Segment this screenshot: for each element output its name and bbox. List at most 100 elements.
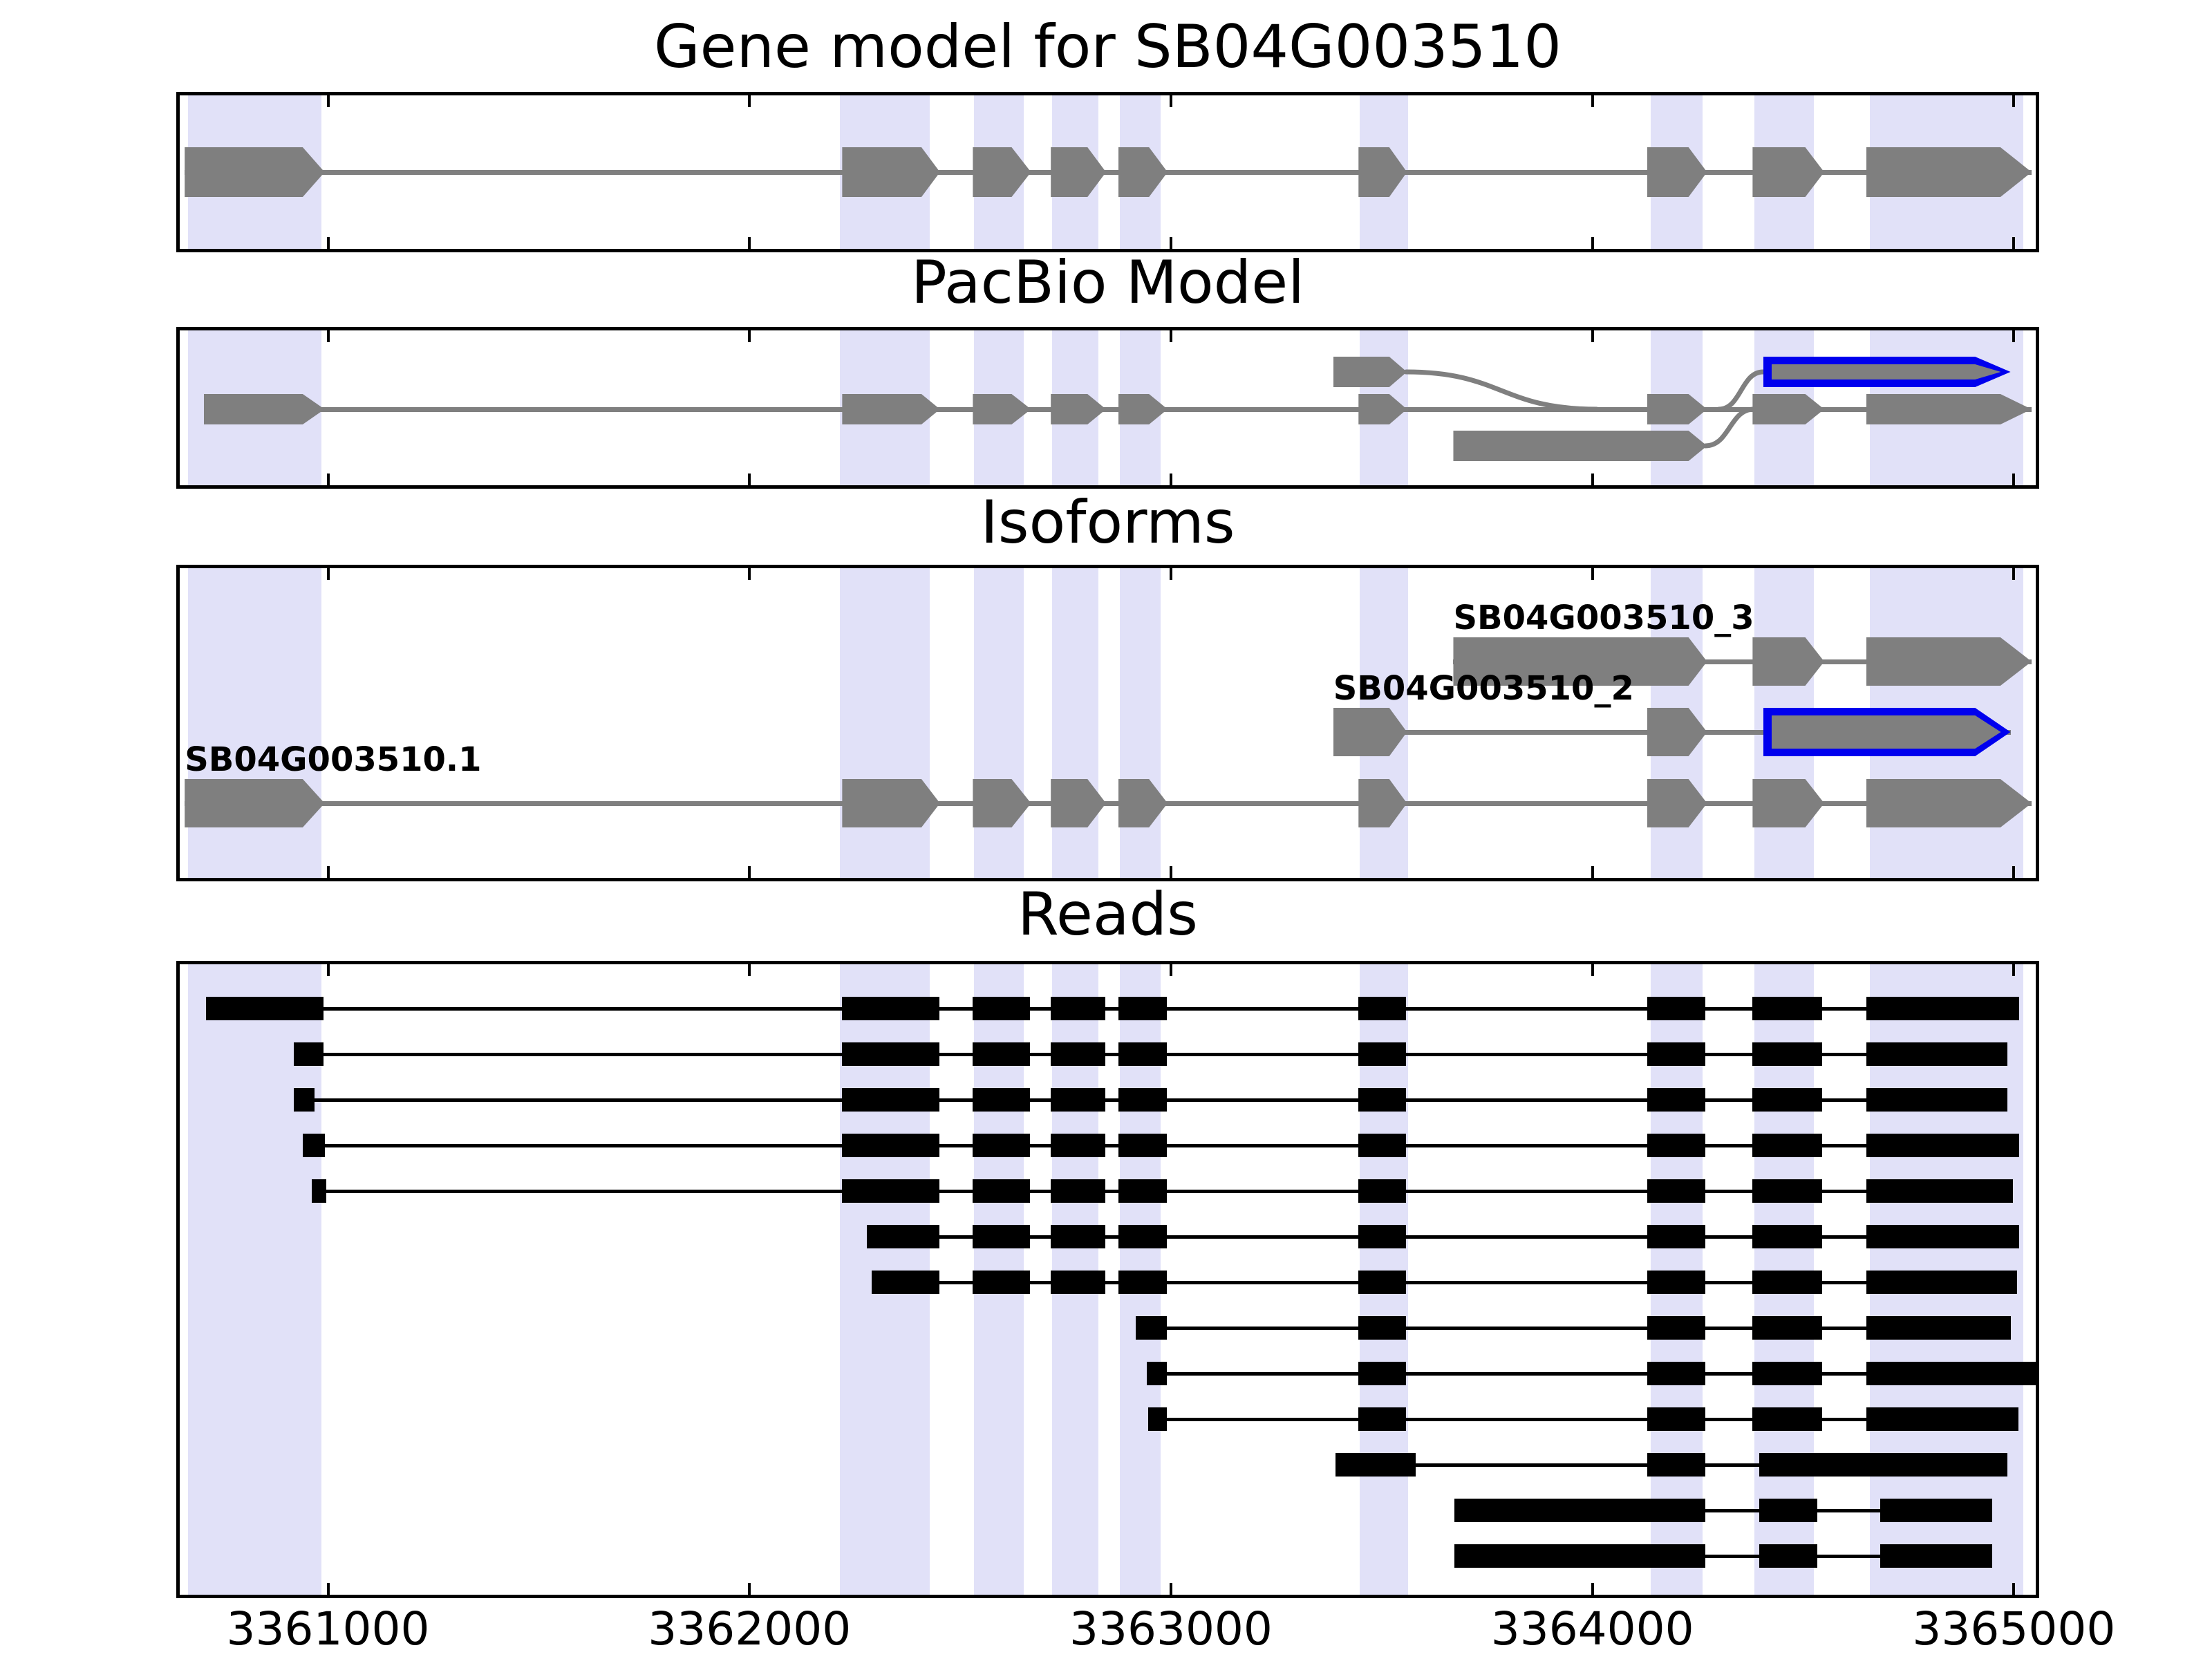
tick-mark [2012,1583,2016,1598]
read-exon [1759,1453,2008,1477]
tick-mark [1591,866,1594,881]
read-line [1454,1508,1992,1512]
read-exon [1146,1362,1167,1385]
read-exon [1358,1179,1407,1203]
read-exon [973,1179,1030,1203]
read-exon [1358,1134,1407,1157]
read-exon [1118,1042,1167,1066]
highlight-band [840,565,930,881]
read-exon [1335,1453,1416,1477]
read-exon [1752,1042,1822,1066]
exon-blue-inner [1771,364,2001,379]
tick-mark [748,237,751,252]
read-exon [1051,1225,1106,1248]
read-exon [1118,997,1167,1020]
read-exon [1880,1544,1992,1568]
read-exon [1866,1271,2017,1294]
exon-blue-inner [1771,715,2001,749]
read-exon [1647,1042,1706,1066]
read-exon [1752,997,1822,1020]
tick-mark [748,92,751,107]
read-exon [1358,1316,1407,1340]
tick-mark [748,866,751,881]
read-exon [1135,1316,1167,1340]
read-line [1454,1554,1992,1558]
read-exon [1358,1225,1407,1248]
read-exon [1866,1316,2012,1340]
read-exon [312,1179,327,1203]
read-exon [1454,1544,1706,1568]
tick-mark [326,961,330,976]
tick-mark [1169,92,1172,107]
read-exon [1752,1088,1822,1112]
tick-mark [1591,565,1594,580]
read-exon [1647,1134,1706,1157]
intron-line [203,407,2032,412]
read-exon [1051,1042,1106,1066]
read-exon [1866,997,2019,1020]
read-exon [1752,1179,1822,1203]
read-exon [1752,1407,1822,1431]
read-exon [1358,1088,1407,1112]
read-exon [1647,1179,1706,1203]
read-exon [1051,1088,1106,1112]
read-exon [1051,1134,1106,1157]
tick-mark [748,961,751,976]
title-isoforms: Isoforms [980,488,1235,557]
exon [1866,637,2032,686]
read-exon [866,1225,939,1248]
read-line [205,1006,2019,1011]
exon-alt [1333,357,1407,387]
tick-mark [748,327,751,342]
read-exon [1752,1362,1822,1385]
exon [185,147,325,197]
read-exon [205,997,324,1020]
tick-mark [326,565,330,580]
tick-mark [2012,474,2016,489]
panel-border-isoforms [176,565,2039,881]
exon [203,394,325,424]
read-exon [1358,1042,1407,1066]
tick-mark [2012,237,2016,252]
highlight-band [973,565,1024,881]
read-exon [1051,997,1106,1020]
tick-mark [326,92,330,107]
tick-mark [326,866,330,881]
tick-mark [1169,565,1172,580]
read-exon [1358,997,1407,1020]
tick-mark [2012,92,2016,107]
read-exon [1358,1362,1407,1385]
tick-mark [2012,565,2016,580]
read-line [1146,1371,2037,1376]
isoform-label: SB04G003510.1 [185,740,482,779]
tick-mark [1169,866,1172,881]
read-exon [1866,1407,2018,1431]
exon [842,147,940,197]
read-exon [1759,1544,1817,1568]
read-exon [1866,1042,2008,1066]
read-exon [1647,1453,1706,1477]
exon [1866,394,2032,424]
tick-mark [1591,327,1594,342]
axis-tick-label: 3361000 [226,1602,430,1656]
highlight-band [188,961,322,1598]
tick-mark [1591,474,1594,489]
panel-border-gene-model [176,92,2039,252]
title-pacbio-model: PacBio Model [910,248,1305,317]
read-exon [1647,1271,1706,1294]
read-exon [1148,1407,1167,1431]
read-exon [1880,1499,1992,1522]
read-exon [1647,997,1706,1020]
read-exon [1454,1499,1706,1522]
tick-mark [326,1583,330,1598]
title-gene-model: Gene model for SB04G003510 [654,12,1562,82]
read-exon [842,1179,939,1203]
tick-mark [1169,1583,1172,1598]
read-line [1135,1326,2012,1330]
read-exon [1647,1362,1706,1385]
read-exon [973,997,1030,1020]
tick-mark [748,1583,751,1598]
axis-tick-label: 3363000 [1069,1602,1273,1656]
